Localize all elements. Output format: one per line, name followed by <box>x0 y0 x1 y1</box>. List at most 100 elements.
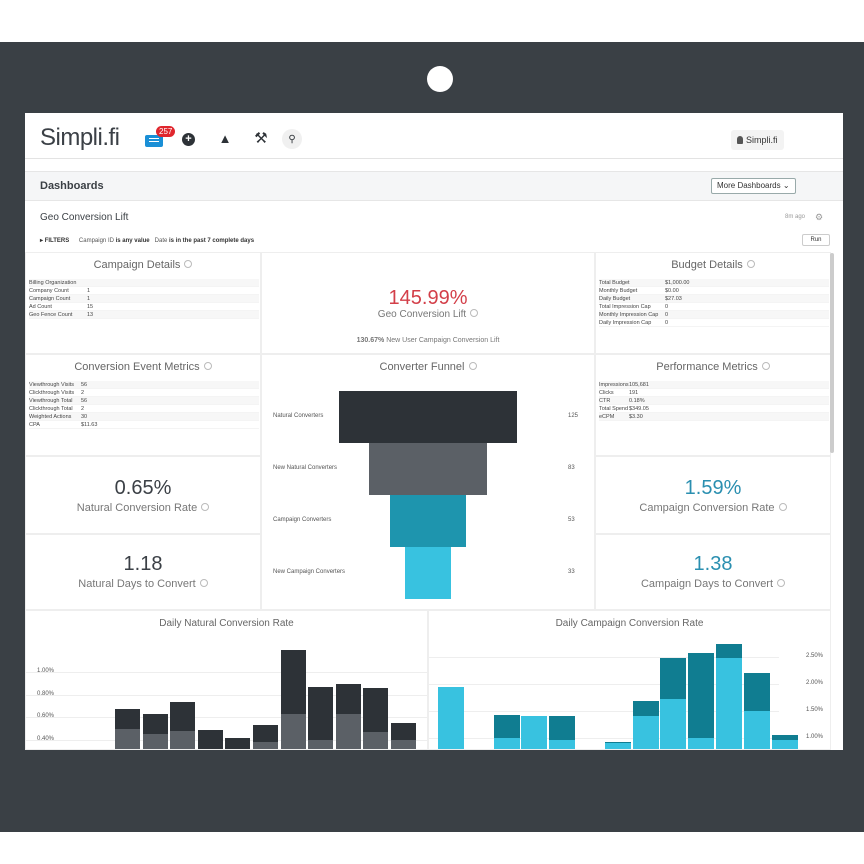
funnel-bar[interactable] <box>368 443 488 495</box>
chart-bar[interactable] <box>771 740 798 749</box>
campaign-rate-label-text: Campaign Conversion Rate <box>639 502 775 514</box>
filters-row[interactable]: ▸ FILTERS Campaign ID is any value Date … <box>40 237 254 244</box>
chart-bar[interactable] <box>493 737 520 749</box>
info-icon[interactable] <box>184 260 193 268</box>
table-row: Total Spend $349.05 <box>599 405 829 413</box>
row-value: $11.63 <box>81 422 98 428</box>
scrollbar[interactable] <box>830 253 834 453</box>
funnel-stage-label: New Campaign Converters <box>273 569 346 575</box>
chart-bar[interactable] <box>253 742 278 749</box>
more-dashboards-select[interactable]: More Dashboards ⌄ <box>711 178 796 194</box>
message-icon[interactable] <box>145 135 163 147</box>
row-value: 56 <box>81 382 88 388</box>
chart-bar[interactable] <box>142 734 168 749</box>
chart-bar[interactable] <box>225 737 251 749</box>
table-row: Geo Fence Count 13 <box>29 311 259 319</box>
row-key: Campaign Count <box>29 296 71 302</box>
geo-lift-label-text: Geo Conversion Lift <box>377 309 467 320</box>
info-icon[interactable] <box>746 260 755 268</box>
chart-bar[interactable] <box>308 686 334 749</box>
natural-days-tile: 1.18 Natural Days to Convert <box>25 534 261 610</box>
chart-bar[interactable] <box>549 740 576 749</box>
chart-bar[interactable] <box>688 652 715 749</box>
table-row: CTR 0.18% <box>599 397 829 405</box>
natural-rate-label-text: Natural Conversion Rate <box>76 502 198 514</box>
funnel-stage-label: Natural Converters <box>273 413 324 419</box>
chart-bar[interactable] <box>438 686 464 749</box>
chart-bar[interactable] <box>632 715 659 749</box>
row-key: Viewthrough Visits <box>29 382 75 388</box>
user-menu-button[interactable]: Simpli.fi <box>731 130 784 150</box>
info-icon[interactable] <box>468 362 477 370</box>
logo[interactable]: Simpli.fi <box>40 124 120 151</box>
chart-bar[interactable] <box>716 658 742 749</box>
y-tick-label: 1.00% <box>37 668 55 675</box>
table-row: Clickthrough Total 2 <box>29 405 259 413</box>
info-icon[interactable] <box>203 362 212 370</box>
conversion-metrics-table: Viewthrough Visits 56 Clickthrough Visits 2… <box>29 381 259 429</box>
row-key: Total Spend <box>599 406 629 412</box>
run-button[interactable]: Run <box>802 234 830 246</box>
notification-badge: 257 <box>156 126 176 137</box>
chart-bar[interactable] <box>521 716 548 749</box>
gridline <box>429 710 779 712</box>
chart-bar[interactable] <box>170 730 196 749</box>
info-icon[interactable] <box>470 309 479 317</box>
table-row: CPA $11.63 <box>29 421 259 429</box>
budget-details-tile: Budget Details Total Budget $1,000.00 Mont… <box>595 252 831 354</box>
y-tick-label: 2.50% <box>806 653 824 660</box>
chart-bar[interactable] <box>335 713 361 749</box>
info-icon[interactable] <box>201 503 210 511</box>
funnel-bar[interactable] <box>404 547 452 599</box>
bell-icon[interactable]: ▲ <box>218 130 232 146</box>
filters-label[interactable]: ▸ FILTERS <box>40 238 70 244</box>
row-key: Daily Impression Cap <box>599 320 652 326</box>
chart-bar[interactable] <box>363 731 389 749</box>
y-tick-label: 0.60% <box>37 713 55 720</box>
chart-bar[interactable] <box>743 710 770 749</box>
funnel-bar[interactable] <box>390 495 466 547</box>
chart-bar[interactable] <box>197 729 223 749</box>
info-icon[interactable] <box>778 503 787 511</box>
y-tick-label: 0.80% <box>37 690 55 697</box>
table-row: Clicks 191 <box>599 389 829 397</box>
geo-lift-tile: 145.99% Geo Conversion Lift 130.67% New … <box>261 252 595 354</box>
chart-bar[interactable] <box>280 713 306 749</box>
natural-rate-value: 0.65% <box>114 477 172 499</box>
info-icon[interactable] <box>761 362 770 370</box>
funnel-bar[interactable] <box>339 391 517 443</box>
natural-days-label: Natural Days to Convert <box>26 578 260 590</box>
info-icon[interactable] <box>199 579 208 587</box>
row-value: 30 <box>81 414 88 420</box>
chart-bar[interactable] <box>604 742 631 749</box>
row-key: Total Budget <box>599 280 630 286</box>
tools-icon[interactable]: ⚒ <box>254 130 268 147</box>
gear-icon[interactable]: ⚙ <box>815 212 824 222</box>
table-row: Impressions 105,681 <box>599 381 829 389</box>
chart-bar[interactable] <box>660 698 687 749</box>
performance-metrics-title: Performance Metrics <box>656 361 758 373</box>
campaign-days-label: Campaign Days to Convert <box>596 578 830 590</box>
chart-bar[interactable] <box>391 739 416 749</box>
plus-icon[interactable]: + <box>182 133 195 146</box>
filters-text: FILTERS <box>44 238 70 244</box>
row-value: 2 <box>81 406 85 412</box>
chart-bar[interactable] <box>688 737 715 749</box>
funnel-stage-label: Campaign Converters <box>273 517 332 523</box>
funnel-stage-value: 33 <box>568 569 575 575</box>
row-key: Monthly Impression Cap <box>599 312 659 318</box>
tile-title: Converter Funnel <box>262 361 594 373</box>
chart-bar[interactable] <box>115 728 140 749</box>
row-key: Billing Organization <box>29 280 77 286</box>
funnel-stage-value: 83 <box>568 465 575 471</box>
chart-bar[interactable] <box>308 739 334 749</box>
row-key: Clickthrough Total <box>29 406 73 412</box>
filter-1-field: Campaign ID <box>78 238 114 244</box>
row-value: $27.03 <box>665 296 682 302</box>
row-key: CPA <box>29 422 40 428</box>
table-row: Viewthrough Visits 56 <box>29 381 259 389</box>
row-value: 0 <box>665 304 669 310</box>
campaign-details-table: Billing Organization Company Count 1 Campai… <box>29 279 259 319</box>
search-icon[interactable]: ⚲ <box>282 129 302 149</box>
info-icon[interactable] <box>777 579 786 587</box>
